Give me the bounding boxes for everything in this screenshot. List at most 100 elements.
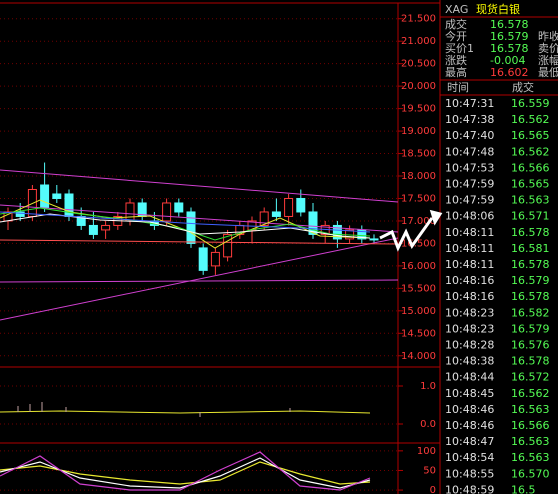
column-header: 成交 [512, 80, 534, 94]
candle-body [223, 233, 233, 258]
trend-line [0, 239, 399, 245]
trend-line [0, 279, 399, 283]
tick-time: 10:48:11 [445, 226, 494, 239]
tick-time: 10:48:28 [445, 339, 494, 352]
tick-time: 10:48:06 [445, 210, 494, 223]
candle-body [284, 197, 294, 217]
y-tick-label: 21.000 [401, 36, 436, 47]
tick-price: 16.578 [511, 290, 550, 303]
quote-label: 成交 [445, 17, 467, 31]
tick-price: 16.570 [511, 467, 550, 480]
y-tick-label: 0.0 [420, 419, 436, 430]
y-tick-label: 14.500 [401, 328, 436, 339]
instrument-name: 现货白银 [476, 2, 520, 16]
y-tick-label: 1.0 [420, 381, 436, 392]
tick-price: 16.562 [511, 387, 550, 400]
quote-extra-label: 最低 [538, 66, 558, 79]
tick-time: 10:48:44 [445, 371, 494, 384]
y-tick-label: 19.500 [401, 104, 436, 115]
tick-time: 10:48:47 [445, 435, 494, 448]
candle-body [52, 193, 62, 199]
tick-time: 10:48:23 [445, 306, 494, 319]
trend-line [0, 169, 399, 203]
quote-value: 16.602 [490, 66, 529, 79]
y-tick-label: 18.000 [401, 171, 436, 182]
arrow-head [429, 209, 443, 226]
quote-value: 16.578 [490, 18, 529, 31]
tick-price: 16.579 [511, 274, 550, 287]
y-tick-label: 20.000 [401, 81, 436, 92]
tick-time: 10:48:16 [445, 290, 494, 303]
y-tick-label: 19.000 [401, 126, 436, 137]
y-tick-label: 16.000 [401, 261, 436, 272]
tick-price: 16.578 [511, 355, 550, 368]
tick-time: 10:47:59 [445, 178, 494, 191]
tick-price: 16.566 [511, 161, 550, 174]
y-tick-label: 21.500 [401, 14, 436, 25]
y-tick-label: 15.500 [401, 283, 436, 294]
tick-price: 16.578 [511, 258, 550, 271]
candle-body [198, 247, 208, 271]
candle-body [210, 251, 220, 267]
symbol: XAG [445, 3, 468, 16]
tick-price: 16.579 [511, 322, 550, 335]
candle-body [125, 202, 135, 222]
candle-body [88, 224, 98, 235]
volume-lines [0, 410, 371, 414]
tick-time: 10:48:55 [445, 467, 494, 480]
tick-time: 10:47:53 [445, 161, 494, 174]
candle-body [308, 211, 318, 235]
tick-time: 10:48:38 [445, 355, 494, 368]
quote-label: 最高 [445, 65, 467, 79]
candle-body [174, 202, 184, 213]
tick-time: 10:48:11 [445, 258, 494, 271]
y-tick-label: 100 [417, 446, 436, 457]
tick-time: 10:48:11 [445, 242, 494, 255]
candle-body [259, 211, 269, 226]
quote-label: 今开 [445, 29, 467, 43]
tick-time: 10:48:54 [445, 451, 494, 464]
tick-time: 10:47:48 [445, 145, 494, 158]
y-tick-label: 18.500 [401, 149, 436, 160]
y-tick-label: 20.500 [401, 59, 436, 70]
quote-extra-label: 涨幅 [538, 54, 558, 67]
tick-price: 16.571 [511, 210, 550, 223]
tick-price: 16.563 [511, 194, 550, 207]
tick-price: 16.566 [511, 419, 550, 432]
tick-time: 10:48:45 [445, 387, 494, 400]
volume-bars [17, 402, 291, 417]
ma-line [0, 211, 371, 233]
indicator-line [0, 451, 371, 491]
quote-extra-label: 卖价 [538, 42, 558, 55]
tick-time: 10:47:31 [445, 97, 494, 110]
tick-price: 16.562 [511, 145, 550, 158]
y-tick-label: 16.500 [401, 238, 436, 249]
quote-value: 16.578 [490, 42, 529, 55]
moving-averages [0, 199, 371, 249]
tick-price: 16.582 [511, 306, 550, 319]
y-tick-label: 14.000 [401, 351, 436, 362]
trend-line [0, 204, 399, 233]
candle-body [332, 224, 342, 240]
y-tick-label: 17.500 [401, 193, 436, 204]
candle-body [369, 238, 379, 241]
tick-time: 10:48:59 [445, 483, 494, 494]
candle-body [40, 184, 50, 208]
column-header: 时间 [447, 81, 469, 94]
tick-time: 10:47:59 [445, 194, 494, 207]
candle-body [15, 211, 25, 217]
tick-time: 10:47:38 [445, 113, 494, 126]
y-tick-label: 50 [423, 465, 436, 476]
tick-price: 16.565 [511, 129, 550, 142]
tick-price: 16.578 [511, 226, 550, 239]
tick-price: 16.563 [511, 435, 550, 448]
candle-body [296, 197, 306, 213]
tick-time: 10:48:46 [445, 419, 494, 432]
candle-body [186, 211, 196, 244]
tick-price: 16.563 [511, 403, 550, 416]
annotation-arrows [379, 209, 443, 252]
volume-line [0, 410, 371, 414]
quote-label: 涨跌 [445, 53, 467, 67]
